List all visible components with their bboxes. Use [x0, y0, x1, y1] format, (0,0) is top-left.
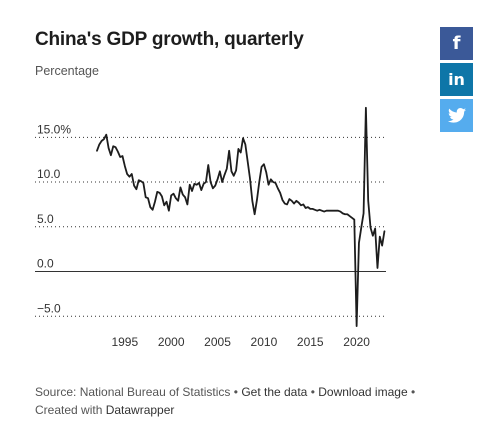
footer-separator: •	[230, 385, 242, 399]
datawrapper-link[interactable]: Datawrapper	[105, 403, 175, 417]
x-axis-labels: 1995 2000 2005 2010 2015 2020	[111, 335, 370, 349]
x-tick-label: 1995	[111, 335, 138, 349]
chart-title: China's GDP growth, quarterly	[35, 29, 304, 50]
series-layer	[96, 106, 386, 328]
footer: Source: National Bureau of Statistics • …	[35, 383, 455, 419]
twitter-icon	[447, 108, 466, 123]
chart-subtitle: Percentage	[35, 64, 99, 78]
y-tick-label: 5.0	[37, 212, 54, 226]
footer-separator: •	[307, 385, 319, 399]
download-image-link[interactable]: Download image	[318, 385, 408, 399]
x-tick-label: 2020	[343, 335, 370, 349]
x-tick-label: 2015	[297, 335, 324, 349]
y-tick-label: 0.0	[37, 257, 54, 271]
y-tick-label: −5.0	[37, 301, 61, 315]
y-tick-label: 15.0%	[37, 122, 71, 136]
x-tick-label: 2005	[204, 335, 231, 349]
x-tick-label: 2010	[251, 335, 278, 349]
share-twitter-button[interactable]	[440, 99, 473, 132]
created-with-text: Created with	[35, 403, 106, 417]
grid-lines	[35, 136, 386, 317]
get-data-link[interactable]: Get the data	[241, 385, 308, 399]
footer-separator: •	[407, 385, 416, 399]
source-text: Source: National Bureau of Statistics	[35, 385, 231, 399]
share-facebook-button[interactable]: f	[440, 27, 473, 60]
gdp-growth-line	[96, 106, 386, 328]
facebook-icon: f	[452, 33, 461, 54]
y-tick-label: 10.0	[37, 167, 61, 181]
linkedin-icon: in	[448, 70, 465, 89]
y-axis-labels: 15.0% 10.0 5.0 0.0 −5.0	[37, 122, 71, 315]
share-linkedin-button[interactable]: in	[440, 63, 473, 96]
x-tick-label: 2000	[158, 335, 185, 349]
